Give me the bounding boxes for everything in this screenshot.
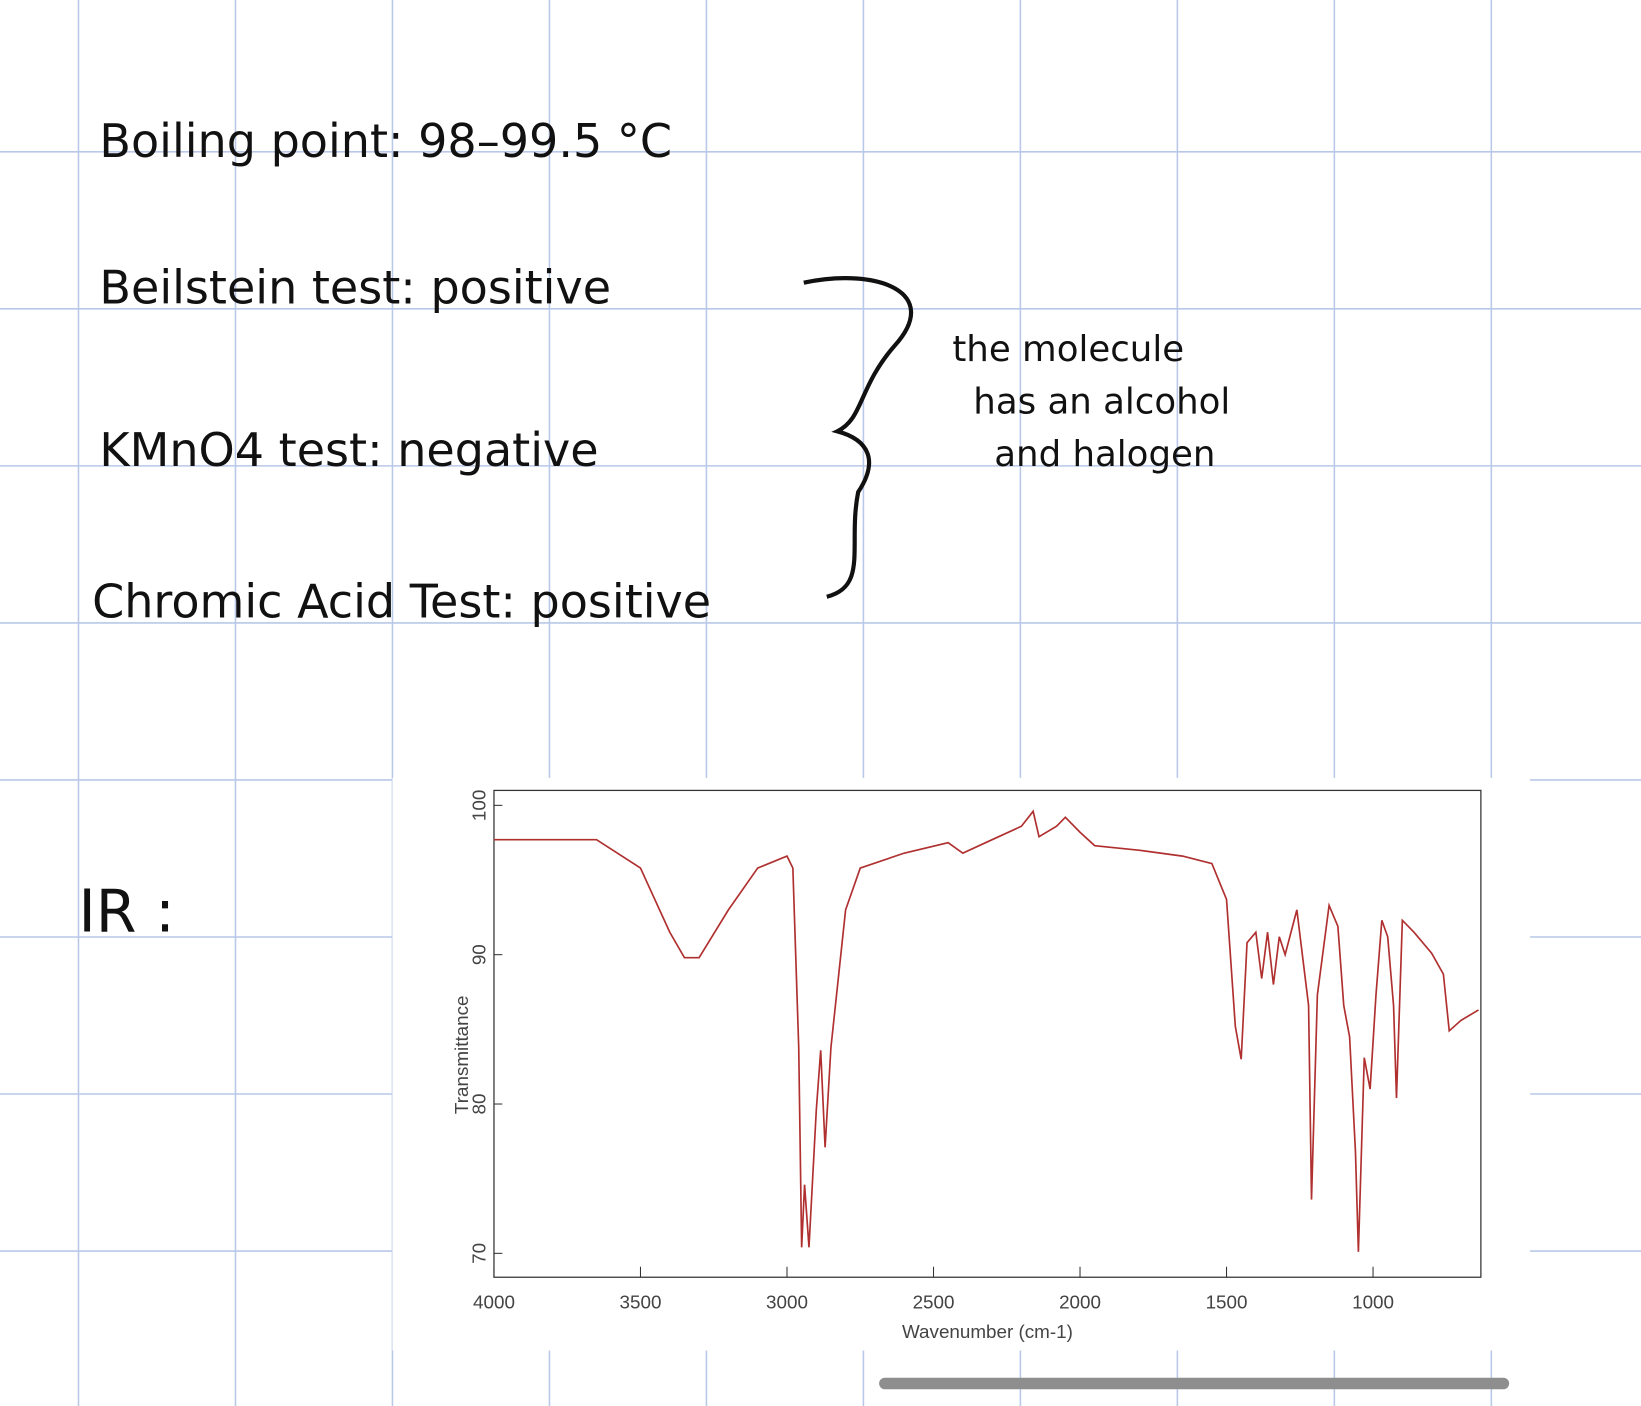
note-line: Chromic Acid Test: positive [92, 575, 711, 629]
y-tick-label: 100 [469, 790, 490, 821]
scrollbar[interactable] [879, 1377, 1510, 1390]
x-axis-label: Wavenumber (cm-1) [902, 1321, 1073, 1342]
note-line: KMnO4 test: negative [99, 423, 598, 477]
spectrum-line [493, 809, 1479, 1252]
annotation-line: has an alcohol [973, 382, 1230, 423]
y-tick-label: 90 [469, 944, 490, 965]
x-tick-label: 4000 [473, 1292, 515, 1313]
x-tick-label: 1500 [1206, 1292, 1248, 1313]
note-line: Beilstein test: positive [99, 261, 611, 315]
x-tick-label: 2000 [1059, 1292, 1101, 1313]
x-tick-label: 1000 [1352, 1292, 1394, 1313]
note-line: Boiling point: 98–99.5 °C [99, 114, 672, 168]
chart-image [392, 777, 1531, 1351]
annotation-line: the molecule [952, 329, 1184, 370]
annotation-line: and halogen [994, 434, 1215, 475]
x-tick-label: 3000 [766, 1292, 808, 1313]
ir-label: IR : [78, 878, 174, 946]
ir-chart: 4000 3500 3000 2500 2000 1500 1000 70 80 90 100 Wav… [451, 789, 1482, 1342]
x-tick-label: 3500 [620, 1292, 662, 1313]
x-tick-label: 2500 [913, 1292, 955, 1313]
y-tick-label: 70 [469, 1243, 490, 1264]
plot-frame [493, 789, 1482, 1278]
y-tick-label: 80 [469, 1094, 490, 1115]
y-axis-label: Transmittance [451, 995, 472, 1114]
brace [803, 276, 913, 599]
